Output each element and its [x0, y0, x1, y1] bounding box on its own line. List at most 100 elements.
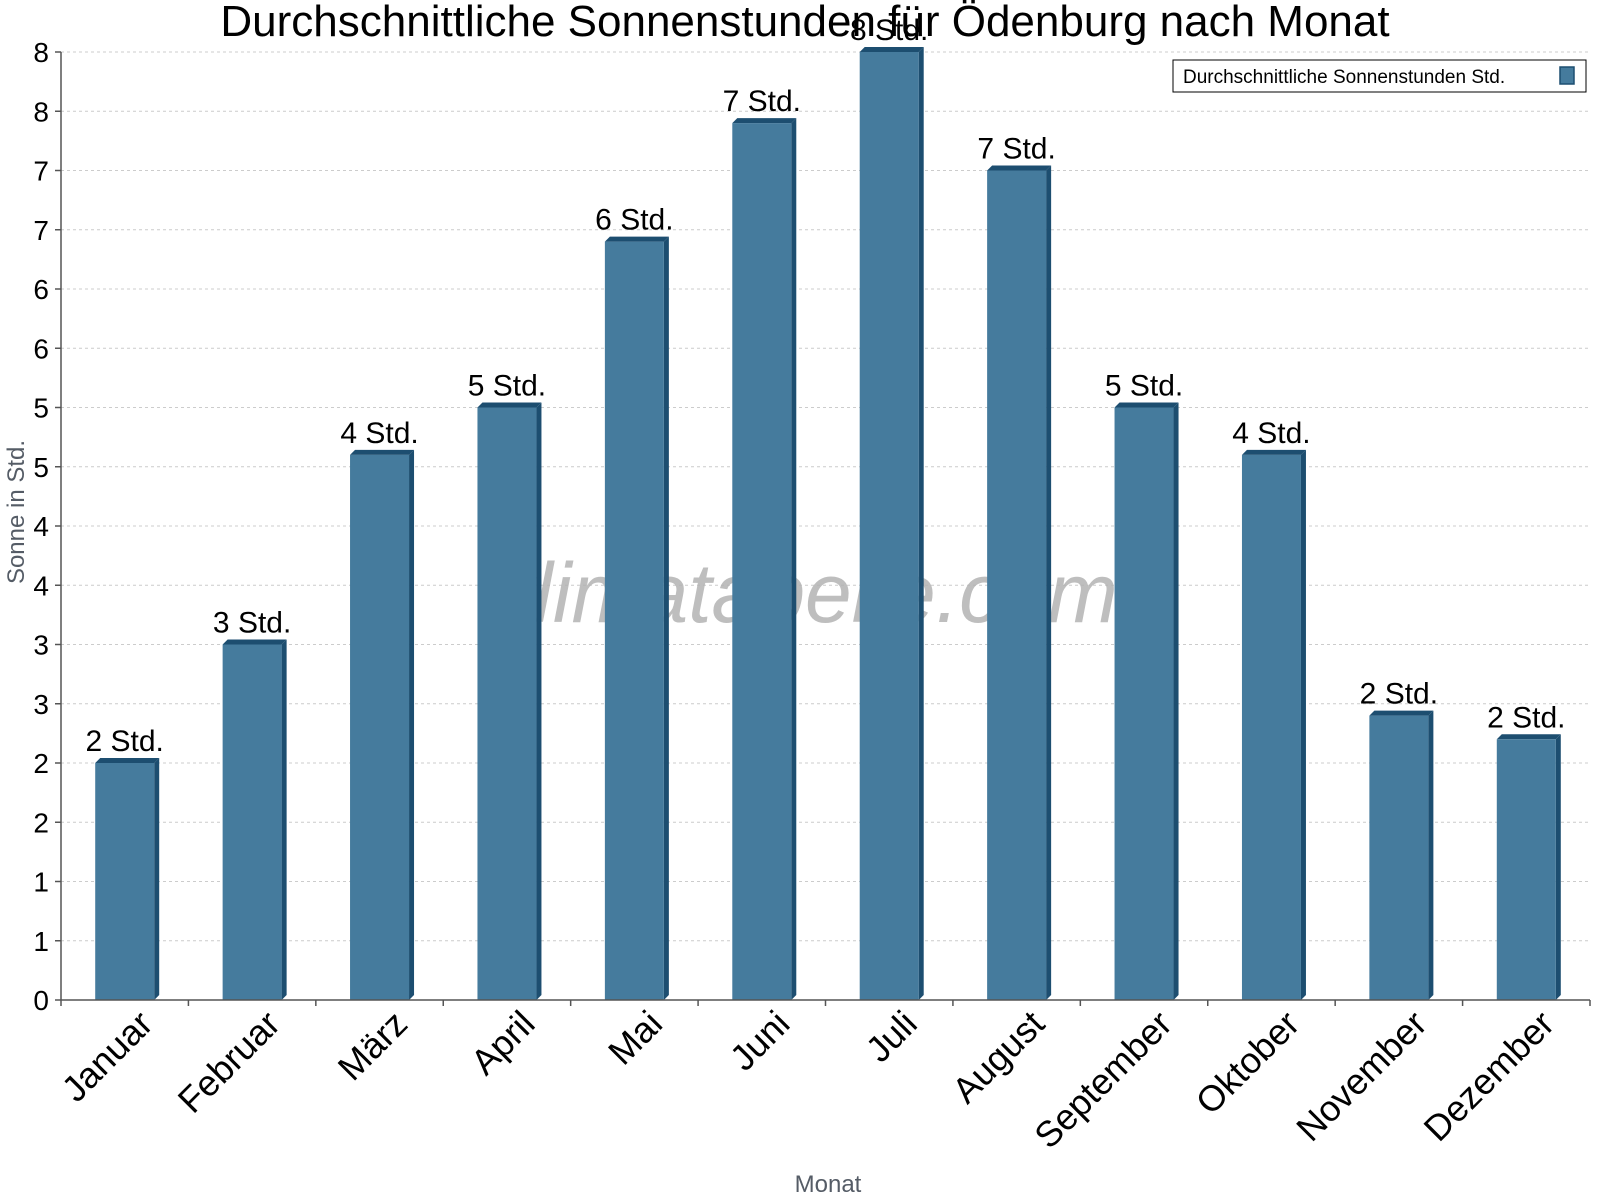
data-label: 4 Std.: [340, 417, 418, 450]
x-tick-label: April: [463, 1003, 543, 1083]
bar-dezember: [1496, 734, 1561, 1000]
data-label: 8 Std.: [850, 14, 928, 47]
x-tick-label: Juli: [858, 1003, 925, 1070]
data-label: 2 Std.: [1487, 701, 1565, 734]
x-tick-label: Februar: [170, 1003, 288, 1121]
axes: [55, 51, 1591, 1006]
y-tick-label: 1: [33, 926, 49, 957]
bar-april: [477, 402, 542, 1000]
chart-title: Durchschnittliche Sonnenstunden für Öden…: [220, 0, 1389, 46]
legend: Durchschnittliche Sonnenstunden Std.: [1172, 59, 1587, 93]
bar-side: [1555, 734, 1561, 1000]
bar-side: [663, 236, 669, 1001]
bar-top: [350, 449, 415, 455]
x-tick-label: Mai: [600, 1003, 670, 1073]
grid-lines: [61, 51, 1590, 942]
bar-februar: [222, 639, 287, 1000]
bar-juni: [732, 118, 797, 1001]
bar-face: [222, 644, 282, 1000]
data-label: 5 Std.: [468, 370, 546, 403]
bar-face: [732, 123, 792, 1001]
bar-august: [987, 165, 1052, 1000]
bar-face: [1369, 715, 1429, 1000]
x-axis-title: Monat: [795, 1171, 862, 1198]
x-tick-label: März: [330, 1003, 416, 1089]
x-tick-label: August: [944, 1003, 1052, 1111]
bar-face: [1114, 407, 1174, 1000]
y-tick-label: 3: [33, 630, 49, 661]
data-label: 4 Std.: [1232, 417, 1310, 450]
bar-top: [732, 118, 797, 124]
y-axis-title: Sonne in Std.: [3, 440, 30, 584]
x-tick-label: September: [1026, 1003, 1180, 1157]
y-tick-label: 8: [33, 37, 49, 68]
bar-side: [154, 758, 160, 1000]
bar-side: [1046, 165, 1052, 1000]
y-tick-label: 5: [33, 393, 49, 424]
data-label: 7 Std.: [723, 85, 801, 118]
data-label: 5 Std.: [1105, 370, 1183, 403]
x-tick-label: Oktober: [1188, 1003, 1308, 1123]
bar-face: [350, 454, 410, 1000]
bar-september: [1114, 402, 1179, 1000]
bar-side: [1428, 710, 1434, 1000]
y-tick-label: 8: [33, 96, 49, 127]
legend-label: Durchschnittliche Sonnenstunden Std.: [1183, 67, 1505, 88]
bar-face: [1241, 454, 1301, 1000]
data-label: 2 Std.: [1360, 678, 1438, 711]
bar-top: [1496, 734, 1561, 740]
bar-face: [859, 52, 919, 1000]
bar-top: [95, 758, 160, 763]
bar-side: [918, 47, 924, 1000]
bar-mai: [604, 236, 669, 1001]
x-tick-labels: Januar Februar März April Mai Juni Juli AugustS…: [54, 1003, 1562, 1157]
bar-side: [1300, 449, 1306, 1000]
y-tick-labels: 0 1 1 2 2 3 3 4 4 5 5 6 6 7 7 8 8: [33, 37, 49, 1016]
data-label: 3 Std.: [213, 607, 291, 640]
bar-märz: [350, 449, 415, 1000]
bar-top: [604, 236, 669, 242]
data-label: 6 Std.: [595, 204, 673, 237]
bar-face: [95, 763, 155, 1000]
bar-side: [281, 639, 287, 1000]
data-label: 7 Std.: [977, 133, 1055, 166]
bars: [95, 47, 1561, 1001]
x-tick-label: November: [1288, 1003, 1434, 1149]
bar-side: [409, 449, 415, 1000]
bar-oktober: [1241, 449, 1306, 1000]
data-label: 2 Std.: [86, 725, 164, 758]
bar-top: [1369, 710, 1434, 716]
y-tick-label: 7: [33, 156, 49, 187]
y-tick-label: 6: [33, 274, 49, 305]
y-tick-label: 6: [33, 333, 49, 364]
y-tick-label: 1: [33, 867, 49, 898]
bar-side: [536, 402, 542, 1000]
bar-top: [987, 165, 1052, 171]
legend-swatch: [1559, 66, 1575, 85]
bar-top: [1241, 449, 1306, 455]
x-tick-label: Januar: [54, 1003, 161, 1110]
y-tick-label: 2: [33, 748, 49, 779]
bar-face: [604, 241, 664, 1001]
bar-juli: [859, 47, 924, 1000]
y-tick-label: 4: [33, 570, 49, 601]
data-labels: 2 Std. 3 Std. 4 Std. 5 Std. 6 Std. 7 Std. 8 St…: [86, 14, 1566, 758]
bar-face: [477, 407, 537, 1000]
bar-januar: [95, 758, 160, 1000]
bar-face: [987, 170, 1047, 1000]
x-tick-label: Juni: [722, 1003, 798, 1079]
bar-side: [1173, 402, 1179, 1000]
y-tick-label: 0: [33, 985, 49, 1016]
bar-face: [1496, 739, 1556, 1000]
y-tick-label: 5: [33, 452, 49, 483]
bar-top: [859, 47, 924, 52]
bar-november: [1369, 710, 1434, 1000]
y-tick-label: 7: [33, 215, 49, 246]
bar-top: [477, 402, 542, 408]
bar-top: [1114, 402, 1179, 408]
legend-box: [1172, 59, 1587, 93]
y-tick-label: 2: [33, 807, 49, 838]
bar-side: [791, 118, 797, 1001]
y-tick-label: 3: [33, 689, 49, 720]
